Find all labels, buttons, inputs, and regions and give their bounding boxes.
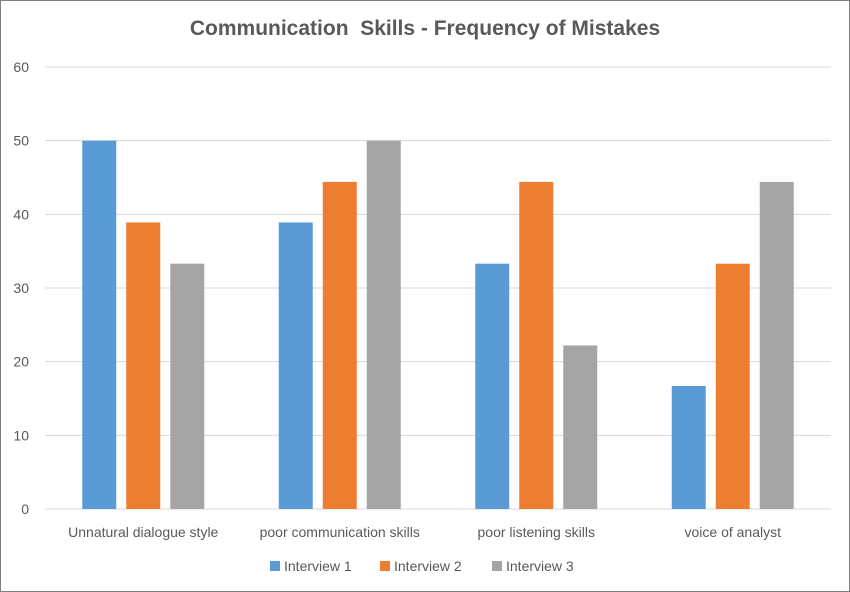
y-axis-ticks: 0 10 20 30 40 50 60 [13, 59, 29, 517]
bar [519, 181, 554, 510]
y-tick-label: 30 [13, 280, 29, 296]
y-tick-label: 40 [13, 206, 29, 222]
bar [759, 181, 794, 510]
bar [82, 140, 117, 509]
legend: Interview 1 Interview 2 Interview 3 [270, 558, 574, 574]
bar [126, 222, 161, 510]
y-tick-label: 10 [13, 427, 29, 443]
legend-swatch [492, 561, 502, 571]
x-category-label: poor communication skills [260, 524, 420, 540]
bar [366, 140, 401, 509]
bar [170, 263, 205, 509]
bar [322, 181, 357, 510]
x-category-label: poor listening skills [478, 524, 596, 540]
legend-label: Interview 2 [394, 558, 462, 574]
legend-swatch [270, 561, 280, 571]
bars [82, 140, 794, 510]
bar [278, 222, 313, 510]
y-tick-label: 0 [21, 501, 29, 517]
bar [475, 263, 510, 509]
y-tick-label: 60 [13, 59, 29, 75]
bar [563, 345, 598, 509]
legend-label: Interview 3 [506, 558, 574, 574]
bar [671, 385, 706, 509]
chart-title: Communication Skills - Frequency of Mist… [189, 17, 661, 40]
gridlines [45, 66, 831, 510]
y-tick-label: 50 [13, 133, 29, 149]
y-tick-label: 20 [13, 354, 29, 370]
legend-swatch [380, 561, 390, 571]
legend-label: Interview 1 [284, 558, 352, 574]
x-category-label: voice of analyst [685, 524, 782, 540]
bar [715, 263, 750, 509]
x-axis-categories: Unnatural dialogue style poor communicati… [68, 524, 781, 540]
x-category-label: Unnatural dialogue style [68, 524, 218, 540]
